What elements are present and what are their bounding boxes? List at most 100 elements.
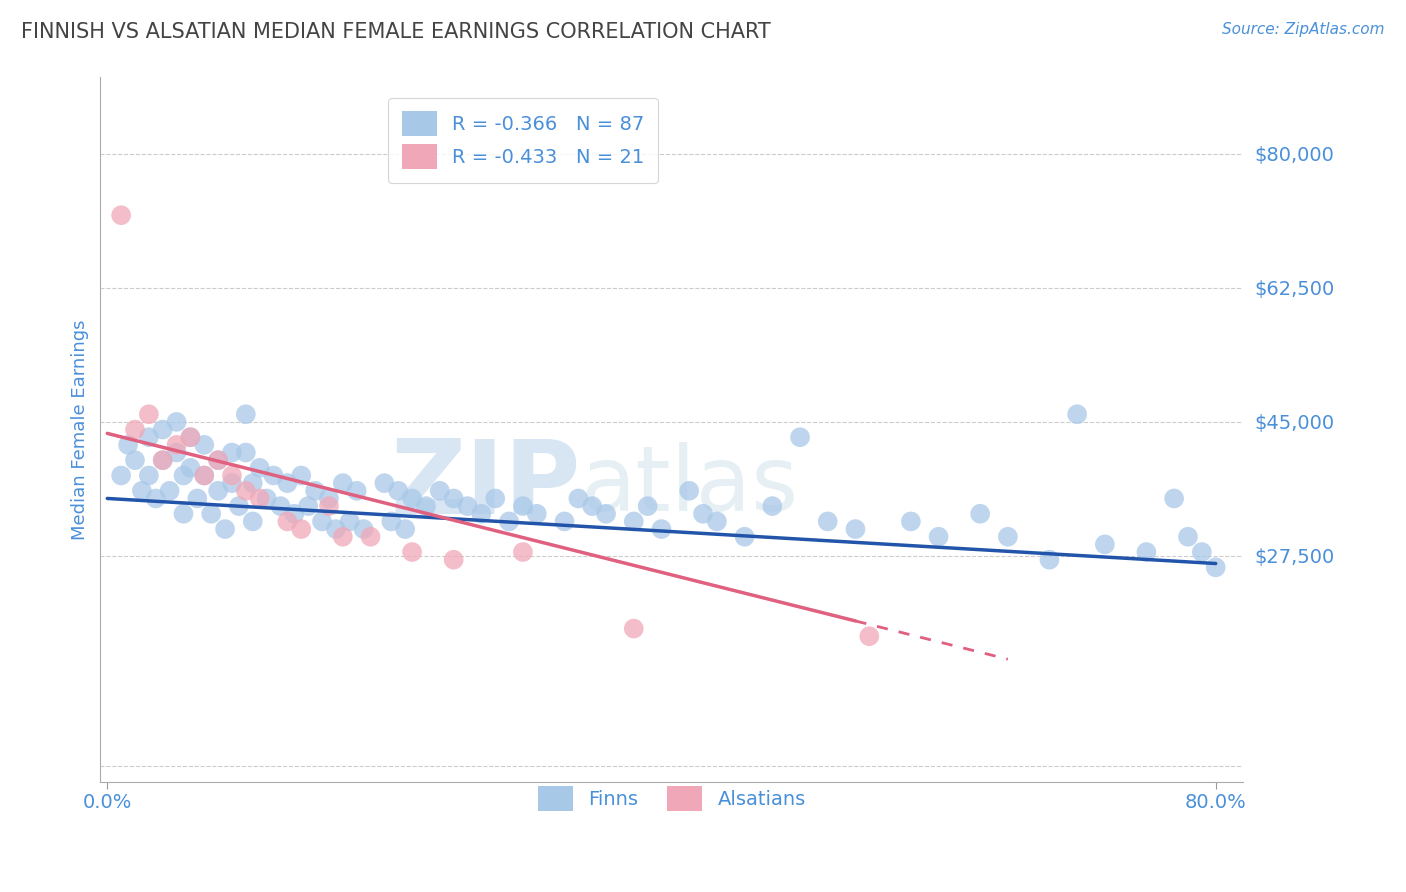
- Point: [242, 476, 264, 491]
- Text: ZIP: ZIP: [389, 435, 581, 536]
- Point: [346, 483, 368, 498]
- Point: [290, 522, 312, 536]
- Point: [353, 522, 375, 536]
- Point: [263, 468, 285, 483]
- Point: [1205, 560, 1227, 574]
- Y-axis label: Median Female Earnings: Median Female Earnings: [72, 319, 89, 540]
- Point: [401, 491, 423, 506]
- Point: [159, 483, 181, 498]
- Point: [1038, 552, 1060, 566]
- Point: [242, 515, 264, 529]
- Point: [214, 522, 236, 536]
- Point: [207, 453, 229, 467]
- Point: [325, 522, 347, 536]
- Point: [172, 468, 194, 483]
- Point: [623, 515, 645, 529]
- Point: [332, 530, 354, 544]
- Point: [1177, 530, 1199, 544]
- Point: [172, 507, 194, 521]
- Legend: Finns, Alsatians: Finns, Alsatians: [524, 772, 820, 825]
- Point: [1066, 407, 1088, 421]
- Point: [678, 483, 700, 498]
- Point: [124, 423, 146, 437]
- Point: [969, 507, 991, 521]
- Point: [256, 491, 278, 506]
- Point: [789, 430, 811, 444]
- Text: FINNISH VS ALSATIAN MEDIAN FEMALE EARNINGS CORRELATION CHART: FINNISH VS ALSATIAN MEDIAN FEMALE EARNIN…: [21, 22, 770, 42]
- Point: [249, 460, 271, 475]
- Point: [131, 483, 153, 498]
- Point: [117, 438, 139, 452]
- Point: [179, 460, 201, 475]
- Point: [380, 515, 402, 529]
- Point: [997, 530, 1019, 544]
- Point: [498, 515, 520, 529]
- Point: [235, 445, 257, 459]
- Point: [179, 430, 201, 444]
- Point: [166, 415, 188, 429]
- Point: [761, 499, 783, 513]
- Point: [269, 499, 291, 513]
- Point: [360, 530, 382, 544]
- Point: [166, 445, 188, 459]
- Point: [152, 453, 174, 467]
- Point: [249, 491, 271, 506]
- Point: [650, 522, 672, 536]
- Point: [1135, 545, 1157, 559]
- Point: [318, 491, 340, 506]
- Point: [457, 499, 479, 513]
- Point: [1191, 545, 1213, 559]
- Point: [443, 552, 465, 566]
- Point: [623, 622, 645, 636]
- Point: [145, 491, 167, 506]
- Point: [193, 468, 215, 483]
- Point: [110, 468, 132, 483]
- Point: [235, 407, 257, 421]
- Point: [595, 507, 617, 521]
- Point: [138, 430, 160, 444]
- Point: [373, 476, 395, 491]
- Point: [166, 438, 188, 452]
- Point: [200, 507, 222, 521]
- Point: [394, 522, 416, 536]
- Point: [221, 445, 243, 459]
- Point: [124, 453, 146, 467]
- Point: [844, 522, 866, 536]
- Point: [339, 515, 361, 529]
- Point: [332, 476, 354, 491]
- Text: atlas: atlas: [581, 442, 799, 530]
- Point: [235, 483, 257, 498]
- Point: [311, 515, 333, 529]
- Point: [401, 545, 423, 559]
- Point: [1163, 491, 1185, 506]
- Point: [138, 407, 160, 421]
- Point: [512, 545, 534, 559]
- Point: [470, 507, 492, 521]
- Point: [734, 530, 756, 544]
- Text: Source: ZipAtlas.com: Source: ZipAtlas.com: [1222, 22, 1385, 37]
- Point: [512, 499, 534, 513]
- Point: [415, 499, 437, 513]
- Point: [186, 491, 208, 506]
- Point: [706, 515, 728, 529]
- Point: [193, 438, 215, 452]
- Point: [221, 468, 243, 483]
- Point: [443, 491, 465, 506]
- Point: [429, 483, 451, 498]
- Point: [207, 483, 229, 498]
- Point: [283, 507, 305, 521]
- Point: [193, 468, 215, 483]
- Point: [817, 515, 839, 529]
- Point: [152, 423, 174, 437]
- Point: [900, 515, 922, 529]
- Point: [152, 453, 174, 467]
- Point: [1094, 537, 1116, 551]
- Point: [567, 491, 589, 506]
- Point: [637, 499, 659, 513]
- Point: [304, 483, 326, 498]
- Point: [221, 476, 243, 491]
- Point: [138, 468, 160, 483]
- Point: [553, 515, 575, 529]
- Point: [484, 491, 506, 506]
- Point: [276, 476, 298, 491]
